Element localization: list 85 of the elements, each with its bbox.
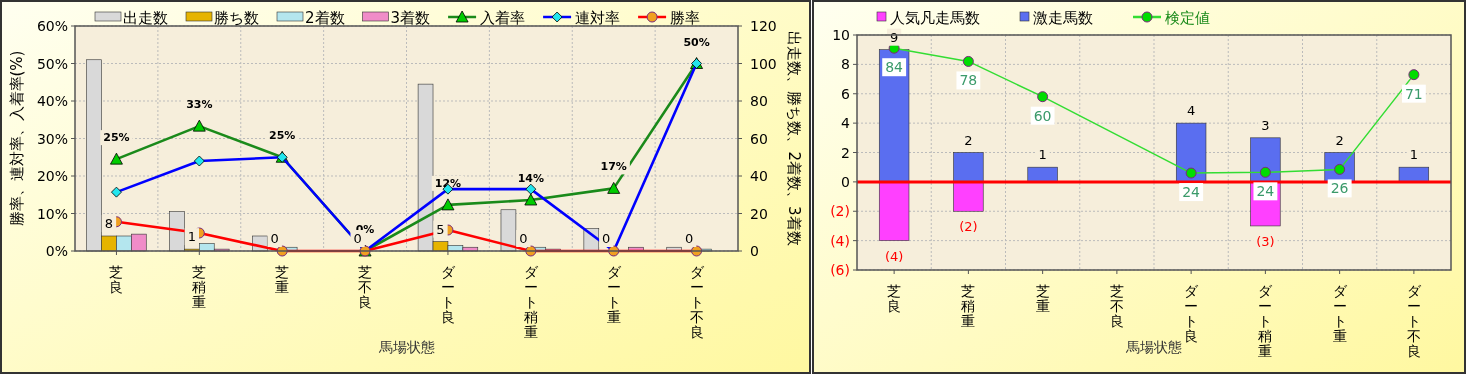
x-tick-label: ダート重	[1332, 283, 1348, 344]
data-label: 0	[270, 231, 279, 246]
y-tick-label: (6)	[830, 262, 850, 278]
x-tick-label: ダート稍重	[1258, 283, 1274, 359]
data-label: 14%	[517, 172, 544, 185]
legend-label: 入着率	[480, 9, 526, 27]
data-label: 1	[187, 229, 196, 245]
x-tick-label: 芝重	[275, 264, 290, 295]
x-tick-label: ダート不良	[1406, 283, 1422, 359]
data-label: 5	[436, 221, 445, 237]
y-tick-label: 6	[841, 85, 851, 102]
legend-label: 勝率	[670, 9, 701, 27]
annotation: 78	[959, 72, 978, 89]
x-tick-label: 芝不良	[358, 264, 373, 310]
legend-label: 連対率	[575, 9, 621, 27]
data-label: 2	[964, 132, 973, 148]
legend-label: 激走馬数	[1033, 9, 1093, 27]
y2-tick-label: 60	[750, 130, 768, 147]
x-axis-title: 馬場状態	[1125, 339, 1182, 355]
y-tick-label: 2	[841, 144, 850, 161]
x-tick-label: ダート良	[1184, 283, 1200, 344]
data-label: 0	[353, 231, 362, 246]
data-label: 17%	[600, 160, 627, 174]
data-label: 0	[519, 231, 528, 246]
data-label: 33%	[186, 98, 213, 112]
x-tick-label: 芝重	[1035, 283, 1050, 314]
y-tick-label: (2)	[830, 203, 850, 220]
y-tick-label: 50%	[36, 55, 68, 72]
legend-label: 検定値	[1165, 9, 1210, 27]
data-label: (4)	[884, 248, 904, 264]
data-label: 9	[889, 29, 899, 45]
x-tick-label: 芝良	[109, 264, 124, 295]
data-label: 1	[1038, 147, 1047, 163]
y2-tick-label: 40	[750, 168, 768, 184]
annotation: 24	[1182, 184, 1201, 201]
data-label: 12%	[434, 176, 462, 190]
data-label: 0	[602, 231, 611, 246]
x-tick-label: 芝不良	[1109, 283, 1124, 329]
data-label: 4	[1186, 103, 1196, 119]
y-axis-title: 勝率、連対率、入着率(%)	[8, 50, 26, 227]
y-tick-label: 30%	[36, 130, 68, 147]
y2-axis-title: 出走数、勝ち数、2着数、3着数	[785, 31, 803, 246]
data-label: 2	[1335, 132, 1344, 148]
legend-label: 勝ち数	[214, 9, 259, 27]
y2-tick-label: 120	[750, 18, 777, 34]
y2-tick-label: 0	[750, 243, 759, 259]
y2-tick-label: 100	[750, 55, 777, 72]
y-tick-label: 20%	[36, 168, 68, 184]
y-tick-label: 10	[832, 27, 850, 43]
annotation: 24	[1256, 183, 1275, 200]
data-label: 25%	[269, 129, 296, 143]
data-label: 1	[1409, 147, 1419, 163]
data-label: 0	[684, 231, 694, 246]
data-label: 25%	[103, 131, 130, 145]
x-tick-label: ダート不良	[689, 264, 705, 340]
legend-label: 人気凡走馬数	[890, 9, 980, 27]
x-axis-title: 馬場状態	[377, 339, 435, 355]
annotation: 84	[885, 59, 904, 76]
data-label: 50%	[683, 35, 710, 49]
x-tick-label: ダート稍重	[523, 264, 539, 340]
y-tick-label: 40%	[36, 93, 68, 109]
y-tick-label: 60%	[36, 18, 68, 34]
data-label: (2)	[959, 219, 978, 235]
y-tick-label: 10%	[36, 205, 68, 222]
annotation: 60	[1033, 107, 1052, 124]
y-tick-label: 4	[841, 115, 851, 132]
data-label: (3)	[1256, 233, 1275, 249]
annotation: 26	[1330, 180, 1349, 197]
x-tick-label: 芝稍重	[961, 283, 976, 329]
y-tick-label: 0	[841, 173, 850, 190]
y2-tick-label: 20	[750, 205, 768, 222]
x-tick-label: ダート重	[606, 264, 622, 325]
x-tick-label: 芝良	[887, 283, 902, 314]
data-label: 3	[1261, 117, 1270, 133]
annotation: 71	[1404, 85, 1423, 102]
legend-label: 出走数	[123, 9, 168, 27]
y2-tick-label: 80	[750, 93, 768, 109]
data-label: 8	[104, 216, 114, 231]
x-tick-label: ダート良	[440, 264, 456, 325]
y-tick-label: 0%	[45, 243, 68, 259]
x-tick-label: 芝稍重	[192, 264, 207, 310]
y-tick-label: (4)	[830, 232, 850, 249]
y-tick-label: 8	[841, 56, 850, 73]
legend-label: 3着数	[390, 9, 431, 27]
legend-label: 2着数	[305, 9, 345, 27]
